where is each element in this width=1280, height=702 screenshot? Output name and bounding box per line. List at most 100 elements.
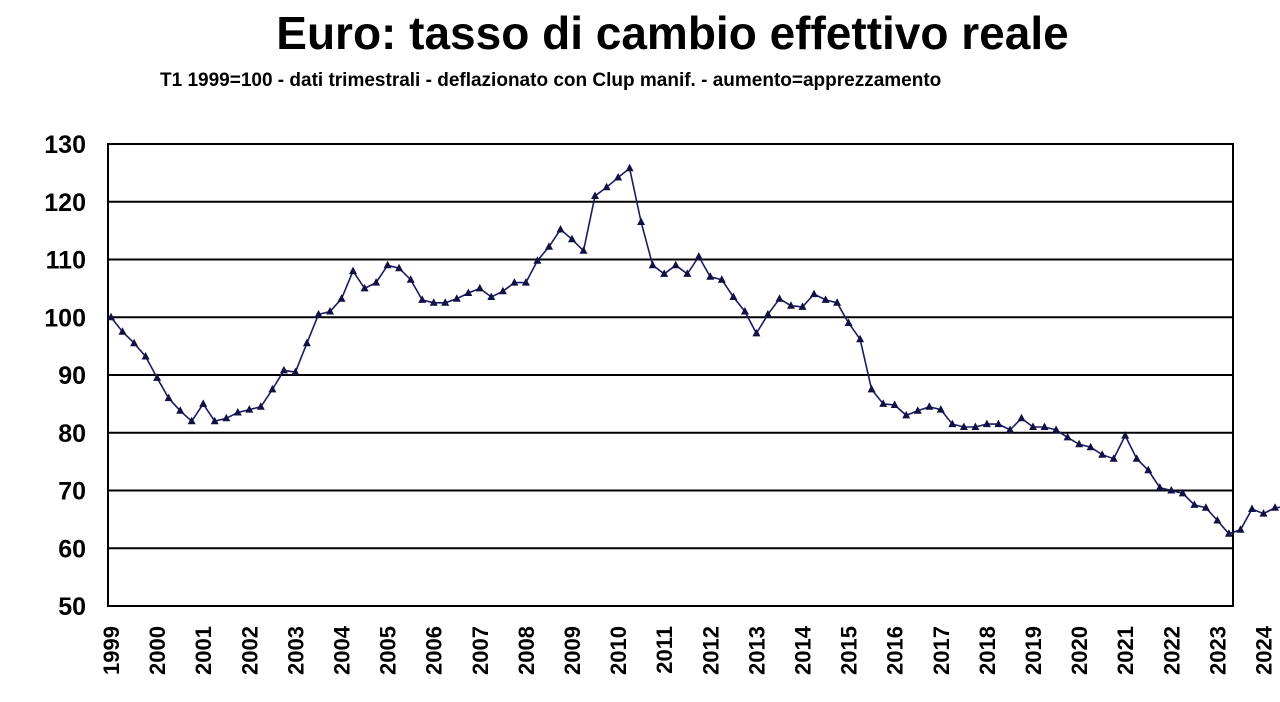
data-point — [521, 278, 530, 286]
data-point — [821, 295, 830, 303]
data-point — [810, 289, 818, 298]
x-tick-label: 2000 — [145, 626, 170, 675]
data-point — [614, 173, 623, 181]
x-tick-label: 2004 — [330, 625, 355, 675]
x-tick-label: 2020 — [1067, 626, 1092, 675]
data-point — [1259, 509, 1268, 517]
data-point — [844, 318, 853, 326]
data-point — [925, 402, 934, 410]
data-point — [740, 307, 749, 315]
x-tick-label: 1999 — [99, 626, 124, 675]
data-point — [199, 399, 208, 407]
data-point — [1029, 422, 1037, 430]
gridlines — [108, 200, 1233, 550]
data-point — [279, 365, 288, 374]
data-point — [510, 278, 519, 286]
data-point — [1109, 454, 1118, 462]
data-point — [694, 252, 703, 260]
data-point — [775, 294, 784, 302]
data-point — [498, 286, 507, 295]
data-point — [545, 242, 553, 250]
data-point — [1167, 486, 1176, 494]
data-point — [671, 260, 680, 269]
data-point — [1248, 504, 1256, 512]
data-point — [452, 294, 461, 302]
data-point — [349, 266, 357, 275]
data-point — [302, 338, 311, 347]
x-tick-label: 2017 — [929, 626, 954, 675]
y-tick-label: 90 — [58, 362, 86, 390]
data-point — [187, 416, 196, 425]
data-point — [118, 327, 127, 335]
y-tick-label: 60 — [58, 535, 86, 563]
chart-subtitle: T1 1999=100 - dati trimestrali - deflazi… — [160, 70, 942, 91]
data-point — [1201, 503, 1210, 511]
data-point — [959, 422, 968, 430]
data-point — [1224, 529, 1233, 537]
data-point — [890, 400, 899, 408]
data-point — [867, 384, 876, 393]
data-point — [141, 352, 150, 360]
data-point — [637, 217, 646, 225]
data-point — [245, 405, 254, 413]
y-axis: 50 60 70 80 90 100 110 120 130 — [44, 131, 86, 621]
data-point — [1063, 432, 1072, 441]
data-point — [164, 393, 173, 402]
data-point — [429, 298, 438, 306]
data-point — [798, 302, 807, 310]
x-tick-label: 2024 — [1252, 625, 1277, 675]
y-tick-label: 120 — [44, 189, 86, 217]
data-point — [591, 191, 599, 199]
data-point — [1040, 422, 1049, 430]
x-tick-label: 2015 — [837, 626, 862, 675]
data-point — [256, 402, 265, 410]
data-point — [418, 295, 427, 303]
data-point — [994, 419, 1003, 428]
data-point — [763, 309, 772, 318]
data-point — [1236, 525, 1245, 533]
data-point — [1075, 439, 1084, 448]
data-point — [360, 283, 369, 292]
data-point — [706, 272, 715, 280]
series-group — [107, 163, 1280, 537]
data-point — [533, 256, 542, 264]
data-point — [337, 294, 346, 302]
x-tick-label: 2001 — [191, 626, 216, 675]
data-point — [948, 419, 957, 428]
data-point — [648, 260, 657, 269]
data-point — [475, 283, 484, 292]
data-point — [729, 292, 738, 300]
data-point — [233, 408, 242, 416]
data-point — [833, 298, 842, 306]
data-point — [487, 292, 496, 300]
data-point — [130, 338, 139, 347]
y-tick-label: 130 — [44, 131, 86, 159]
data-point — [441, 298, 450, 306]
data-point — [1121, 431, 1130, 439]
x-tick-label: 2009 — [560, 626, 585, 675]
x-tick-label: 2013 — [744, 626, 769, 675]
data-point — [717, 275, 726, 283]
data-point — [1006, 425, 1014, 433]
x-axis: 1999 2000 2001 2002 2003 2004 2005 2006 2007 2008… — [99, 625, 1277, 675]
data-point — [1190, 500, 1199, 508]
x-tick-label: 2023 — [1205, 626, 1230, 675]
x-tick-label: 2003 — [283, 626, 308, 675]
data-point — [902, 410, 911, 419]
data-point — [326, 307, 334, 315]
x-tick-label: 2010 — [606, 626, 631, 675]
data-point — [314, 309, 323, 318]
plot-area — [107, 143, 1234, 607]
data-point — [1155, 483, 1164, 491]
chart-title: Euro: tasso di cambio effettivo reale — [276, 7, 1069, 59]
x-tick-label: 2011 — [652, 626, 677, 674]
data-point — [971, 422, 980, 430]
data-point — [1098, 450, 1107, 458]
series-line — [110, 166, 1280, 535]
data-point — [464, 288, 473, 296]
data-point — [1086, 442, 1095, 451]
y-tick-label: 110 — [46, 247, 86, 275]
data-point — [936, 405, 945, 413]
data-point — [1017, 413, 1026, 422]
data-point — [153, 373, 162, 381]
